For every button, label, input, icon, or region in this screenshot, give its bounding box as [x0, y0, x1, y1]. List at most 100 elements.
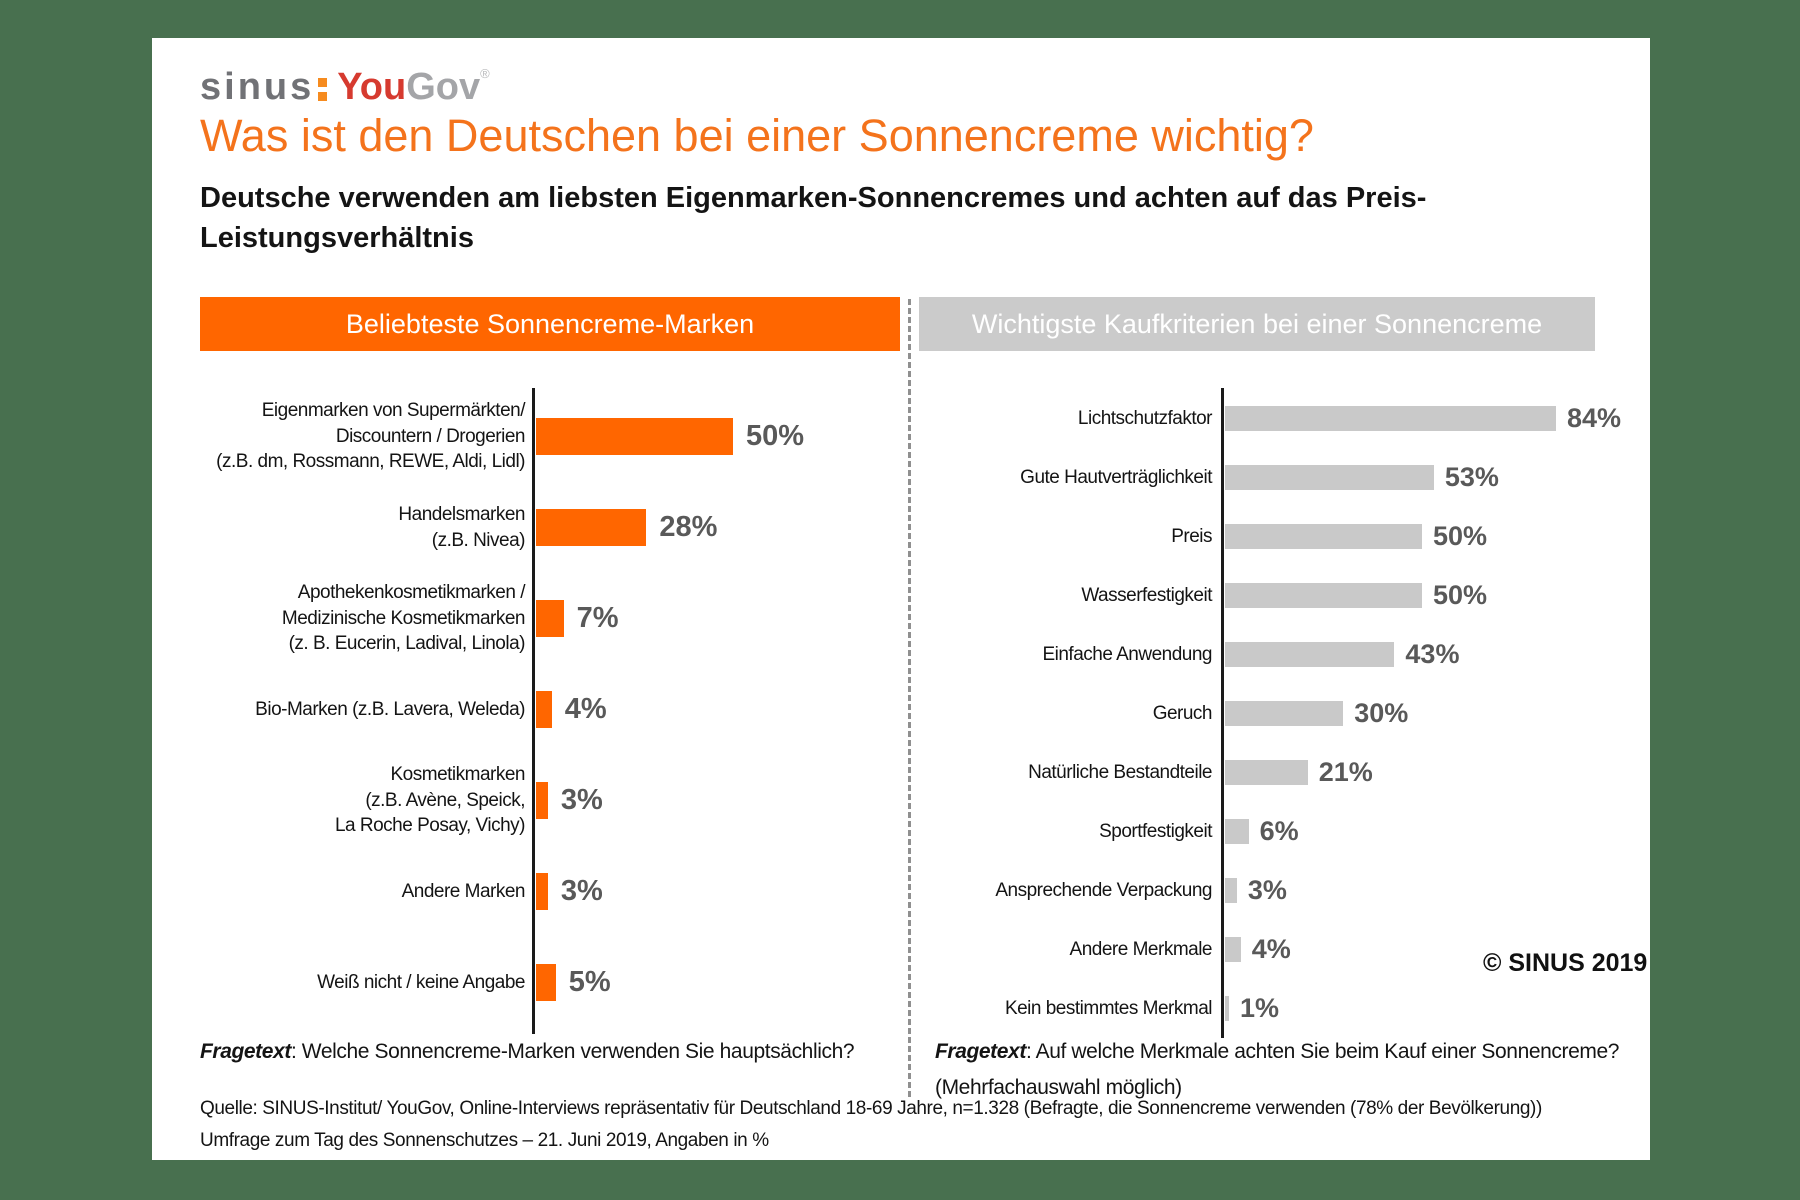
category-label: Apothekenkosmetikmarken / Medizinische K…: [281, 582, 526, 655]
subtitle: Deutsche verwenden am liebsten Eigenmark…: [200, 178, 1426, 258]
category-label: Einfache Anwendung: [1042, 643, 1212, 665]
fragetext-left-label: Fragetext: [200, 1040, 291, 1063]
category-label: Wasserfestigkeit: [1081, 584, 1212, 606]
bar-row: Eigenmarken von Supermärkten/ Discounter…: [200, 391, 860, 482]
value-label: 50%: [746, 420, 805, 452]
yougov-logo-you: You: [337, 65, 407, 108]
bar: [536, 873, 548, 910]
bar: [1225, 760, 1308, 785]
value-label: 84%: [1566, 403, 1621, 433]
bar: [1225, 524, 1422, 549]
bar-row: Gute Hautverträglichkeit 53%: [940, 448, 1610, 507]
bar: [1225, 465, 1434, 490]
fragetext-right: Fragetext: Auf welche Merkmale achten Si…: [935, 1040, 1619, 1064]
category-label: Ansprechende Verpackung: [995, 879, 1212, 901]
value-label: 28%: [659, 511, 718, 543]
bar: [1225, 819, 1249, 844]
value-label: 3%: [560, 875, 603, 907]
fragetext-left: Fragetext: Welche Sonnencreme-Marken ver…: [200, 1040, 855, 1064]
criteria-axis-line: [1221, 388, 1224, 1038]
bar-row: Andere Merkmale 4%: [940, 920, 1610, 979]
category-label: Bio-Marken (z.B. Lavera, Weleda): [255, 698, 525, 720]
bar: [1225, 406, 1556, 431]
category-label: Andere Marken: [401, 880, 526, 902]
criteria-chart: Lichtschutzfaktor 84% Gute Hautverträglich…: [940, 389, 1621, 1038]
bar-row: Einfache Anwendung 43%: [940, 625, 1610, 684]
bar-row: Kosmetikmarken (z.B. Avène, Speick, La R…: [200, 755, 860, 846]
value-label: 50%: [1433, 580, 1488, 610]
bar-row: Wasserfestigkeit 50%: [940, 566, 1610, 625]
fragetext-right-line2: (Mehrfachauswahl möglich): [935, 1076, 1182, 1099]
brand-logo: sinus You Gov ®: [200, 64, 490, 110]
category-label: Gute Hautverträglichkeit: [1020, 466, 1212, 488]
bar-row: Preis 50%: [940, 507, 1610, 566]
category-label: Kein bestimmtes Merkmal: [1004, 997, 1213, 1019]
subtitle-line2: Leistungsverhältnis: [200, 222, 474, 254]
bar-row: Geruch 30%: [940, 684, 1610, 743]
bar-row: Bio-Marken (z.B. Lavera, Weleda) 4%: [200, 664, 860, 755]
bar-row: Sportfestigkeit 6%: [940, 802, 1610, 861]
registered-trademark-icon: ®: [480, 66, 490, 81]
value-label: 3%: [1247, 875, 1287, 905]
panel-header-brands: Beliebteste Sonnencreme-Marken: [200, 297, 900, 351]
sinus-logo-text: sinus: [200, 65, 315, 108]
category-label: Handelsmarken (z.B. Nivea): [398, 504, 525, 551]
value-label: 43%: [1405, 639, 1460, 669]
bar: [1225, 996, 1229, 1021]
bar: [1225, 583, 1422, 608]
value-label: 30%: [1354, 698, 1409, 728]
brands-axis-line: [532, 388, 535, 1034]
value-label: 3%: [560, 784, 603, 816]
sinus-colon-icon: [318, 77, 328, 101]
source-line2: Umfrage zum Tag des Sonnenschutzes – 21.…: [200, 1130, 769, 1151]
bar: [1225, 642, 1395, 667]
category-label: Preis: [1171, 525, 1212, 547]
category-label: Andere Merkmale: [1069, 938, 1213, 960]
bar: [1225, 878, 1237, 903]
category-label: Kosmetikmarken (z.B. Avène, Speick, La R…: [334, 764, 526, 837]
fragetext-left-text: : Welche Sonnencreme-Marken verwenden Si…: [290, 1040, 855, 1063]
bar-row: Handelsmarken (z.B. Nivea) 28%: [200, 482, 860, 573]
bar: [1225, 701, 1344, 726]
bar: [536, 418, 733, 455]
value-label: 53%: [1444, 462, 1499, 492]
fragetext-right-label: Fragetext: [935, 1040, 1026, 1063]
category-label: Weiß nicht / keine Angabe: [317, 971, 525, 993]
bar: [1225, 937, 1241, 962]
infographic-card: sinus You Gov ® Was ist den Deutschen be…: [152, 38, 1650, 1160]
page-title: Was ist den Deutschen bei einer Sonnencr…: [200, 110, 1314, 161]
subtitle-line1: Deutsche verwenden am liebsten Eigenmark…: [200, 182, 1427, 214]
fragetext-right-text: : Auf welche Merkmale achten Sie beim Ka…: [1025, 1040, 1620, 1063]
value-label: 21%: [1318, 757, 1373, 787]
value-label: 50%: [1433, 521, 1488, 551]
value-label: 7%: [576, 602, 619, 634]
copyright: © SINUS 2019: [1483, 949, 1648, 977]
value-label: 4%: [564, 693, 607, 725]
bar-row: Kein bestimmtes Merkmal 1%: [940, 979, 1610, 1038]
source-line1: Quelle: SINUS-Institut/ YouGov, Online-I…: [200, 1098, 1542, 1119]
bar: [536, 782, 548, 819]
value-label: 4%: [1251, 934, 1291, 964]
dashed-divider: [908, 299, 911, 1097]
value-label: 5%: [568, 966, 611, 998]
bar-row: Andere Marken 3%: [200, 846, 860, 937]
bar: [536, 691, 552, 728]
category-label: Geruch: [1152, 702, 1213, 724]
bar: [536, 964, 556, 1001]
bar-row: Lichtschutzfaktor 84%: [940, 389, 1621, 448]
yougov-logo-gov: Gov: [406, 65, 481, 108]
brands-chart: Eigenmarken von Supermärkten/ Discounter…: [200, 391, 860, 1028]
bar: [536, 509, 647, 546]
bar-row: Apothekenkosmetikmarken / Medizinische K…: [200, 573, 860, 664]
category-label: Eigenmarken von Supermärkten/ Discounter…: [216, 400, 525, 473]
bar-row: Weiß nicht / keine Angabe 5%: [200, 937, 860, 1028]
bar: [536, 600, 564, 637]
bar-row: Ansprechende Verpackung 3%: [940, 861, 1610, 920]
panel-header-criteria: Wichtigste Kaufkriterien bei einer Sonne…: [919, 297, 1595, 351]
category-label: Natürliche Bestandteile: [1028, 761, 1212, 783]
value-label: 6%: [1259, 816, 1299, 846]
bar-row: Natürliche Bestandteile 21%: [940, 743, 1610, 802]
value-label: 1%: [1239, 993, 1279, 1023]
category-label: Lichtschutzfaktor: [1077, 407, 1213, 429]
